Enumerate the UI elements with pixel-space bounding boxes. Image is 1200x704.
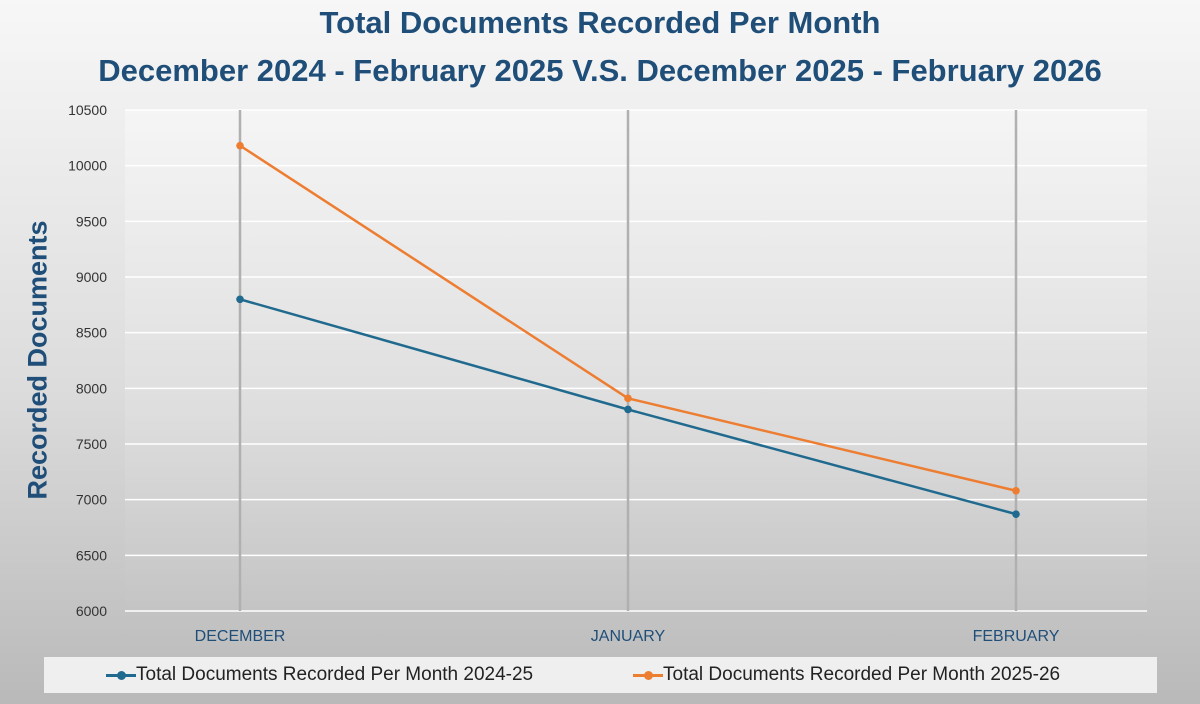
- data-point-series-1[interactable]: [1012, 510, 1020, 518]
- y-tick-label: 6500: [76, 547, 107, 563]
- data-point-series-1[interactable]: [236, 295, 244, 304]
- legend-swatch-2024-25: [106, 670, 136, 680]
- y-tick-label: 9000: [76, 269, 107, 285]
- y-tick-label: 8000: [76, 380, 107, 396]
- legend: Total Documents Recorded Per Month 2024-…: [44, 657, 1157, 693]
- chart-subtitle: December 2024 - February 2025 V.S. Decem…: [98, 53, 1102, 88]
- y-tick-label: 9500: [76, 213, 107, 229]
- y-tick-label: 7000: [76, 492, 107, 508]
- x-tick-label: FEBRUARY: [973, 628, 1060, 645]
- data-point-series-2[interactable]: [1012, 486, 1020, 495]
- data-point-series-2[interactable]: [236, 141, 244, 150]
- chart-title: Total Documents Recorded Per Month: [319, 5, 881, 40]
- x-tick-label: DECEMBER: [195, 628, 286, 645]
- y-tick-label: 10000: [68, 158, 107, 174]
- y-tick-label: 7500: [76, 436, 107, 452]
- x-tick-label: JANUARY: [591, 628, 666, 645]
- data-point-series-1[interactable]: [624, 405, 632, 414]
- y-tick-label: 10500: [68, 102, 107, 118]
- legend-item-2024-25[interactable]: Total Documents Recorded Per Month 2024-…: [106, 657, 533, 693]
- legend-marker-2024-25: [117, 670, 126, 680]
- legend-label: Total Documents Recorded Per Month 2025-…: [663, 664, 1061, 685]
- legend-marker-2025-26: [644, 670, 653, 680]
- plot-area: [125, 110, 1147, 611]
- data-point-series-2[interactable]: [624, 394, 632, 403]
- legend-swatch-2025-26: [633, 670, 663, 680]
- y-tick-label: 8500: [76, 325, 107, 341]
- legend-item-2025-26[interactable]: Total Documents Recorded Per Month 2025-…: [633, 657, 1060, 693]
- legend-label: Total Documents Recorded Per Month 2024-…: [136, 664, 534, 685]
- y-tick-label: 6000: [76, 603, 107, 619]
